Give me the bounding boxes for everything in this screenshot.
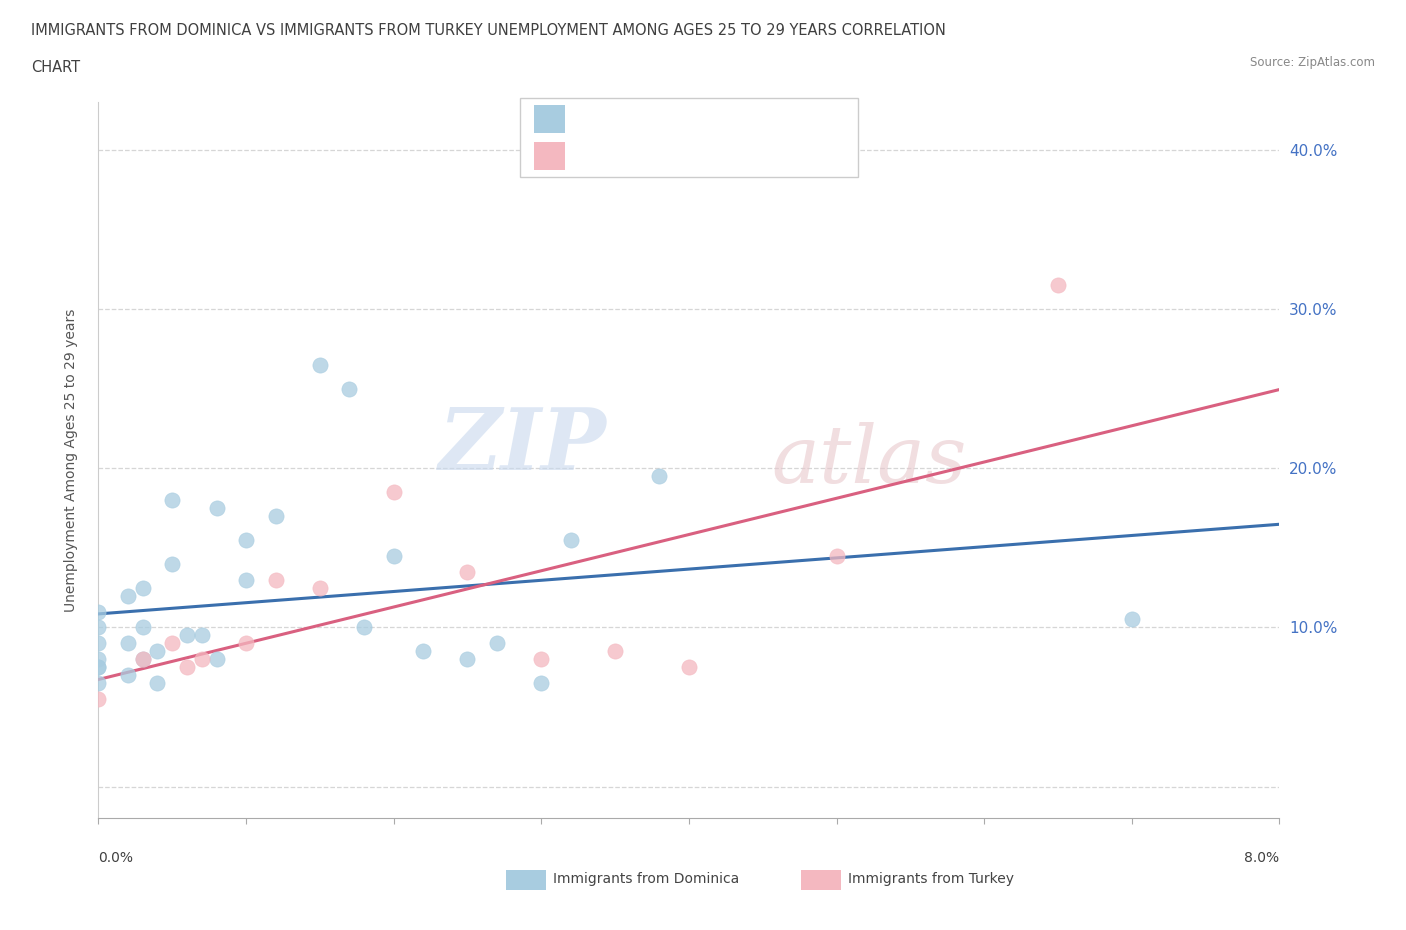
Point bbox=[412, 644, 434, 658]
Point bbox=[337, 381, 360, 396]
Point bbox=[87, 620, 110, 635]
Point bbox=[308, 357, 332, 372]
Text: R =: R = bbox=[574, 111, 605, 126]
Point bbox=[132, 580, 155, 595]
Point bbox=[87, 659, 110, 674]
Text: Immigrants from Turkey: Immigrants from Turkey bbox=[848, 871, 1014, 886]
Point bbox=[1121, 612, 1143, 627]
Point bbox=[205, 652, 228, 667]
Text: 8.0%: 8.0% bbox=[1244, 851, 1279, 865]
Point bbox=[117, 668, 139, 683]
Point bbox=[162, 636, 183, 651]
Text: Immigrants from Dominica: Immigrants from Dominica bbox=[553, 871, 738, 886]
Point bbox=[1046, 278, 1069, 293]
Point bbox=[678, 659, 700, 674]
Point bbox=[191, 652, 214, 667]
Point bbox=[485, 636, 508, 651]
Point bbox=[382, 485, 405, 499]
Text: N =: N = bbox=[686, 148, 718, 163]
Text: 34: 34 bbox=[728, 111, 748, 126]
Point bbox=[87, 636, 110, 651]
Point bbox=[825, 549, 848, 564]
Point bbox=[456, 652, 478, 667]
Point bbox=[146, 644, 169, 658]
Point bbox=[176, 628, 198, 643]
Point bbox=[162, 556, 183, 571]
Text: 15: 15 bbox=[728, 148, 749, 163]
Point bbox=[162, 493, 183, 508]
Text: N =: N = bbox=[686, 111, 718, 126]
Point bbox=[191, 628, 214, 643]
Point bbox=[456, 565, 478, 579]
Point bbox=[605, 644, 627, 658]
Point bbox=[530, 676, 553, 691]
Text: CHART: CHART bbox=[31, 60, 80, 75]
Point bbox=[117, 588, 139, 603]
Point bbox=[264, 509, 287, 524]
Point bbox=[235, 533, 257, 548]
Text: atlas: atlas bbox=[772, 421, 967, 499]
Point bbox=[176, 659, 198, 674]
Point bbox=[235, 636, 257, 651]
Point bbox=[530, 652, 553, 667]
Text: R =: R = bbox=[574, 148, 605, 163]
Text: 0.0%: 0.0% bbox=[98, 851, 134, 865]
Point bbox=[235, 572, 257, 587]
Point bbox=[353, 620, 375, 635]
Point bbox=[87, 692, 110, 707]
Point bbox=[87, 676, 110, 691]
Point bbox=[132, 652, 155, 667]
Point bbox=[87, 604, 110, 619]
Point bbox=[132, 652, 155, 667]
Point bbox=[205, 500, 228, 515]
Point bbox=[560, 533, 582, 548]
Text: IMMIGRANTS FROM DOMINICA VS IMMIGRANTS FROM TURKEY UNEMPLOYMENT AMONG AGES 25 TO: IMMIGRANTS FROM DOMINICA VS IMMIGRANTS F… bbox=[31, 23, 946, 38]
Text: 0.198: 0.198 bbox=[616, 111, 662, 126]
Point bbox=[117, 636, 139, 651]
Point bbox=[308, 580, 332, 595]
Point bbox=[132, 620, 155, 635]
Point bbox=[87, 659, 110, 674]
Point bbox=[87, 652, 110, 667]
Text: 0.664: 0.664 bbox=[616, 148, 662, 163]
Y-axis label: Unemployment Among Ages 25 to 29 years: Unemployment Among Ages 25 to 29 years bbox=[63, 309, 77, 612]
Text: ZIP: ZIP bbox=[439, 405, 606, 487]
Point bbox=[382, 549, 405, 564]
Point bbox=[146, 676, 169, 691]
Text: Source: ZipAtlas.com: Source: ZipAtlas.com bbox=[1250, 56, 1375, 69]
Point bbox=[264, 572, 287, 587]
Point bbox=[648, 469, 671, 484]
